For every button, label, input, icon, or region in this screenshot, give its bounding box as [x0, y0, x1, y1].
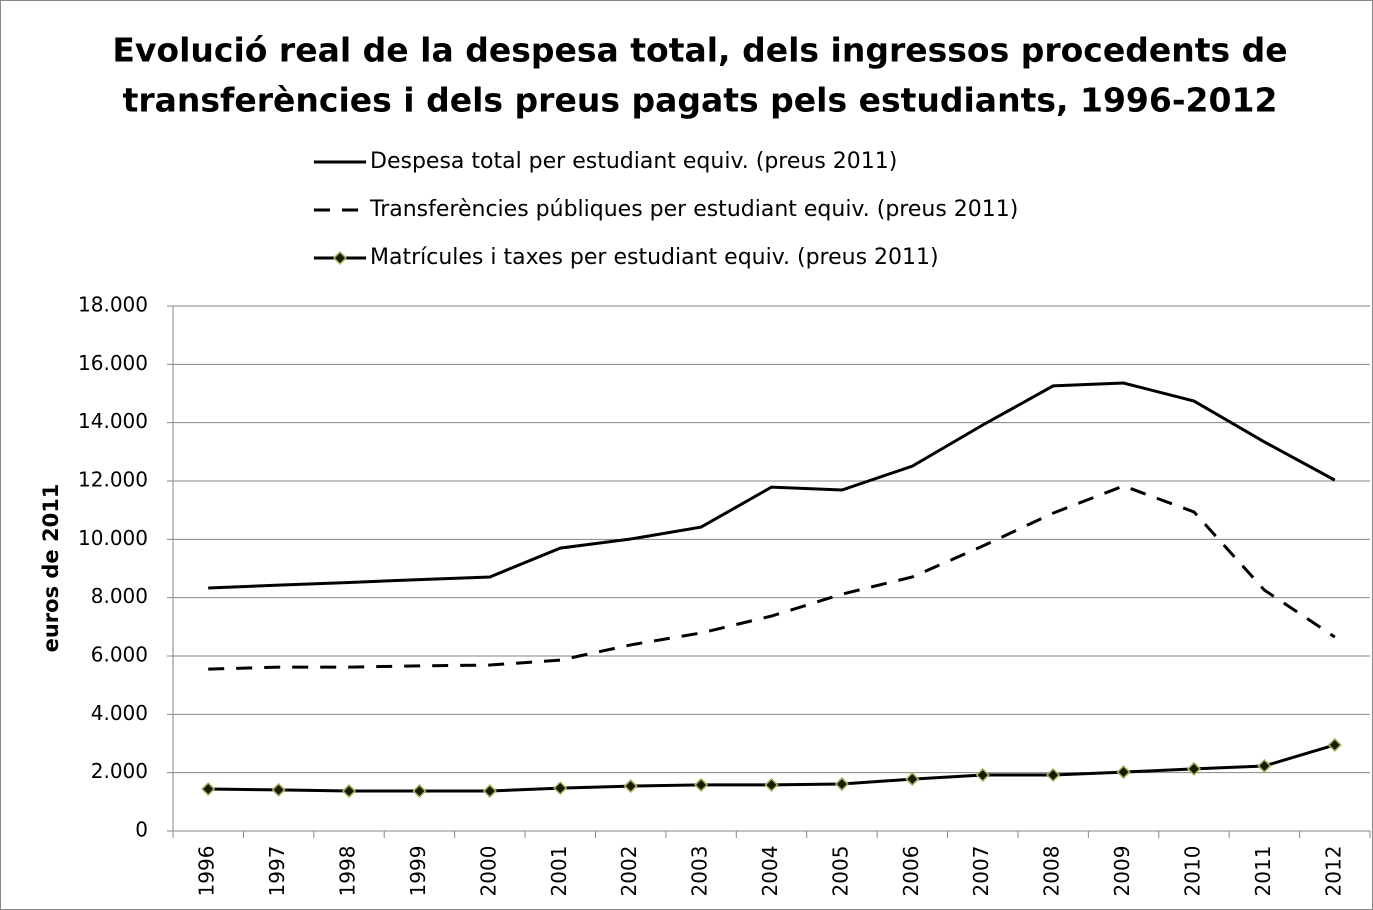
line — [208, 381, 1336, 590]
marker — [341, 783, 357, 799]
x-tick-label: 2006 — [899, 846, 923, 897]
y-tick-label: 6.000 — [91, 643, 148, 667]
x-tick-label: 1998 — [336, 846, 360, 897]
marker — [1257, 758, 1272, 774]
marker — [623, 779, 638, 794]
x-tick-label: 1997 — [265, 846, 289, 897]
marker — [412, 783, 427, 799]
y-tick-label: 12.000 — [78, 468, 148, 492]
y-tick-label: 8.000 — [91, 584, 148, 608]
x-tick-label: 2002 — [617, 846, 641, 897]
y-axis-label: euros de 2011 — [39, 484, 63, 653]
x-tick-label: 2001 — [547, 846, 571, 897]
x-tick-label: 2004 — [758, 846, 782, 897]
marker — [553, 781, 568, 796]
marker — [482, 783, 497, 799]
y-tick-label: 2.000 — [91, 759, 148, 783]
x-tick-label: 1996 — [195, 846, 219, 897]
legend-marker — [332, 250, 348, 266]
chart-title: Evolució real de la despesa total, dels … — [112, 31, 1287, 70]
y-tick-label: 4.000 — [91, 701, 148, 725]
marker — [1046, 767, 1061, 783]
legend-label: Matrícules i taxes per estudiant equiv. … — [370, 245, 939, 270]
x-tick-label: 2000 — [476, 846, 500, 897]
line — [208, 484, 1336, 671]
x-tick-label: 2010 — [1180, 846, 1204, 897]
y-tick-label: 18.000 — [78, 293, 148, 317]
x-tick-label: 1999 — [406, 846, 430, 897]
marker — [1186, 761, 1202, 776]
legend-label: Transferències públiques per estudiant e… — [369, 197, 1018, 222]
y-tick-label: 16.000 — [78, 351, 148, 375]
chart-title: transferències i dels preus pagats pels … — [123, 81, 1278, 120]
x-tick-label: 2012 — [1321, 846, 1345, 897]
marker — [905, 772, 920, 787]
marker — [1116, 765, 1131, 780]
y-tick-label: 0 — [135, 818, 148, 842]
marker — [975, 767, 990, 783]
y-tick-label: 10.000 — [78, 526, 148, 550]
marker — [1327, 737, 1342, 753]
x-tick-label: 2009 — [1110, 846, 1134, 897]
x-tick-label: 2011 — [1251, 846, 1275, 897]
x-tick-label: 2007 — [969, 846, 993, 897]
marker — [834, 776, 849, 792]
marker — [201, 781, 216, 797]
x-tick-label: 2003 — [688, 846, 712, 897]
marker — [271, 782, 286, 797]
marker — [694, 777, 709, 792]
y-tick-label: 14.000 — [78, 409, 148, 433]
x-tick-label: 2008 — [1040, 846, 1064, 897]
marker — [764, 777, 779, 792]
x-tick-label: 2005 — [828, 846, 852, 897]
legend-label: Despesa total per estudiant equiv. (preu… — [370, 149, 897, 174]
